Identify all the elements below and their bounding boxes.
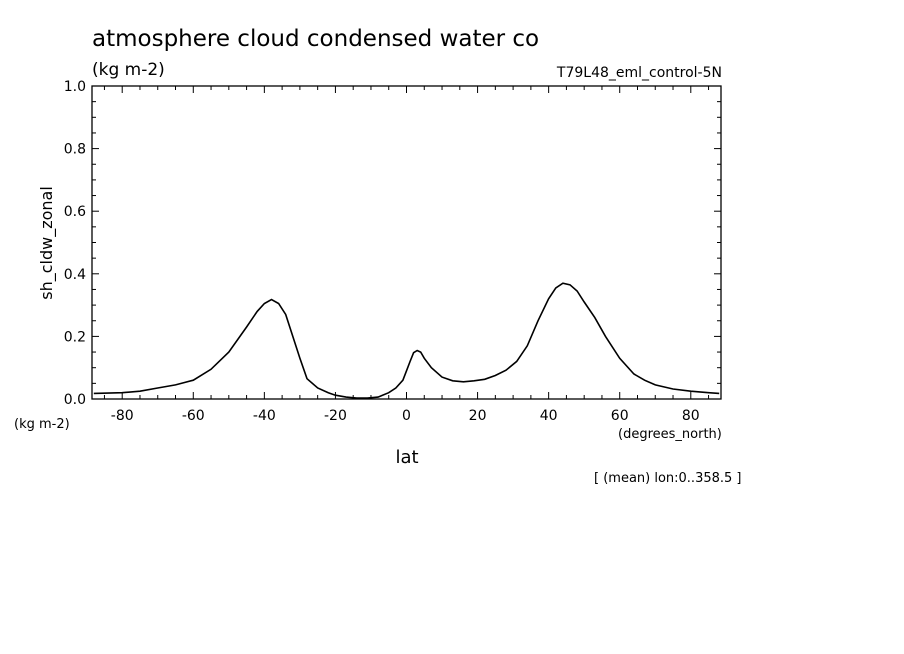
x-tick-label: 60 [611, 408, 629, 424]
x-tick-label: 80 [682, 408, 700, 424]
x-tick-label: -40 [253, 408, 276, 424]
y-tick-label: 0.8 [64, 142, 86, 158]
x-tick-label: -80 [111, 408, 134, 424]
y-axis-title: sh_cldw_zonal [37, 186, 57, 300]
plot-frame [91, 85, 722, 400]
y-tick-label: 0.4 [64, 267, 86, 283]
x-tick-label: 0 [402, 408, 411, 424]
run-label: T79L48_eml_control-5N [556, 65, 722, 81]
y-axis: 0.0 0.2 0.4 0.6 0.8 1.0 [64, 79, 721, 408]
y-tick-label: 1.0 [64, 79, 86, 95]
units-label: (kg m-2) [92, 60, 165, 80]
x-tick-label: -60 [182, 408, 205, 424]
footer-note: [ (mean) lon:0..358.5 ] [594, 471, 742, 486]
series-line [93, 282, 720, 399]
x-axis-title: lat [395, 447, 418, 468]
y-units-label: (kg m-2) [14, 417, 70, 432]
y-tick-label: 0.0 [64, 392, 86, 408]
x-axis: -80 -60 -40 -20 0 20 40 60 80 [103, 86, 710, 424]
y-tick-label: 0.6 [64, 204, 86, 220]
x-units-label: (degrees_north) [618, 427, 722, 442]
chart-title: atmosphere cloud condensed water co [92, 26, 539, 52]
plot-axes [91, 85, 722, 400]
x-tick-label: 20 [469, 408, 487, 424]
x-tick-label: 40 [540, 408, 558, 424]
y-tick-label: 0.2 [64, 329, 86, 345]
x-tick-label: -20 [324, 408, 347, 424]
